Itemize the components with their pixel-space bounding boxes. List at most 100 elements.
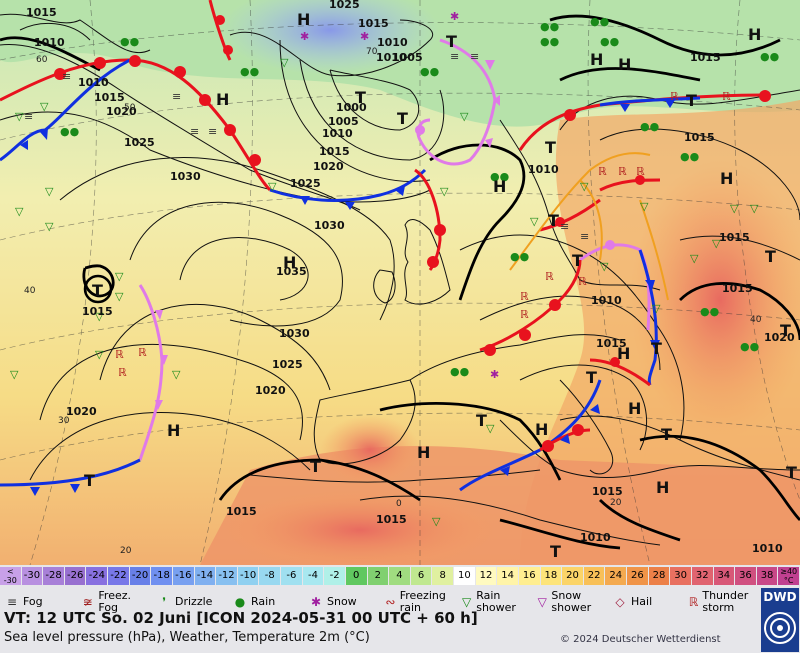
svg-text:▽: ▽	[115, 290, 124, 303]
low-center: T	[586, 368, 597, 387]
temperature-scale-cell: 6	[410, 567, 432, 585]
latitude-label: 40	[750, 315, 762, 325]
svg-text:▽: ▽	[580, 180, 589, 193]
svg-text:●●: ●●	[740, 340, 759, 353]
low-center: T	[446, 32, 457, 51]
weather-legend-item: ▽ Snow shower	[536, 589, 608, 615]
weather-legend-label: Thunder storm	[702, 589, 749, 614]
rain-icon: ●	[234, 595, 246, 609]
svg-text:●●: ●●	[640, 120, 659, 133]
svg-text:≡: ≡	[190, 125, 199, 138]
temperature-scale-cell: 2	[367, 567, 389, 585]
weather-legend-label: Rain	[251, 595, 276, 608]
isobar-label: 1010	[34, 36, 65, 49]
latitude-label: 70	[366, 47, 378, 57]
isobar-label: 1010	[591, 294, 622, 307]
pressure-center-layer: H H H H H H H H H H H H H H T T T T T T …	[84, 10, 797, 561]
freezing-fog-icon: ≆	[82, 595, 93, 609]
svg-text:ℝ: ℝ	[578, 275, 587, 288]
svg-text:●●: ●●	[450, 365, 469, 378]
isobar-label: 1010	[377, 36, 408, 49]
svg-text:▽: ▽	[15, 205, 24, 218]
isobar-label: 1020	[66, 405, 97, 418]
svg-text:≡: ≡	[560, 220, 569, 233]
dwd-logo-text: DWD	[763, 590, 797, 604]
isobar-label: 1010	[752, 542, 783, 555]
high-center: H	[720, 169, 733, 188]
snow-shower-icon: ▽	[537, 595, 547, 609]
svg-text:●●: ●●	[120, 35, 139, 48]
trough-3	[579, 179, 603, 261]
weather-legend-label: Drizzle	[175, 595, 213, 608]
warm-front-baltic	[599, 178, 661, 192]
temperature-scale-cell: 32	[691, 567, 713, 585]
isobar-label: 1025	[290, 177, 321, 190]
svg-text:▽: ▽	[280, 56, 289, 69]
svg-text:ℝ: ℝ	[545, 270, 554, 283]
isobar-label: 1015	[358, 17, 389, 30]
svg-text:●●: ●●	[540, 35, 559, 48]
isobar-label: 1010	[376, 51, 407, 64]
weather-legend-label: Freez. Fog	[98, 589, 132, 614]
cold-front-southwest	[0, 458, 141, 487]
svg-text:●●: ●●	[240, 65, 259, 78]
temperature-scale-cell: -30	[21, 567, 43, 585]
rain-shower-icon: ▽	[462, 595, 472, 609]
isobar-label: 1030	[279, 327, 310, 340]
isobar-label: 1030	[314, 219, 345, 232]
low-center: T	[765, 247, 776, 266]
temperature-scale-cell: ≥40 °C	[778, 567, 799, 585]
weather-legend-label: Snow	[327, 595, 357, 608]
isobar-label: 1030	[170, 170, 201, 183]
high-center: H	[283, 253, 296, 272]
isobar-label: 1010	[580, 531, 611, 544]
temperature-scale-cell: 4	[389, 567, 410, 585]
latitude-label-layer: 60 50 40 40 30 20 20 0 70	[24, 47, 762, 556]
high-center: H	[590, 50, 603, 69]
isobar-label: 1000	[336, 101, 367, 114]
svg-text:ℝ: ℝ	[722, 90, 731, 103]
svg-text:●●: ●●	[590, 15, 609, 28]
svg-text:≡: ≡	[208, 125, 217, 138]
svg-text:▽: ▽	[730, 202, 739, 215]
weather-legend-item: ≆ Freez. Fog	[80, 589, 152, 615]
high-center: H	[628, 399, 641, 418]
svg-text:ℝ: ℝ	[138, 346, 147, 359]
low-center: T	[686, 91, 697, 110]
cold-front-west	[0, 58, 131, 162]
svg-text:≡: ≡	[470, 50, 479, 63]
svg-text:▽: ▽	[95, 348, 104, 361]
temperature-scale-cell: 22	[583, 567, 605, 585]
trough-2	[639, 199, 669, 301]
isobar-label: 1015	[94, 91, 125, 104]
latitude-label: 40	[24, 286, 36, 296]
svg-text:▽: ▽	[15, 110, 24, 123]
svg-text:●●: ●●	[760, 50, 779, 63]
temperature-scale-cell: 38	[756, 567, 778, 585]
cold-core	[220, 0, 440, 75]
temperature-scale-cell: 34	[713, 567, 735, 585]
low-center: T	[92, 281, 103, 300]
temperature-scale-cell: -28	[43, 567, 64, 585]
temperature-scale-cell: 14	[497, 567, 518, 585]
weather-legend-item: ℝ Thunder storm	[688, 589, 760, 615]
warm-front-denmark	[539, 198, 601, 232]
svg-text:●●: ●●	[60, 125, 79, 138]
latitude-label: 50	[124, 103, 136, 113]
temperature-scale-cell: -18	[151, 567, 172, 585]
low-center: T	[550, 542, 561, 561]
svg-text:▽: ▽	[45, 185, 54, 198]
temperature-scale-cell: 24	[605, 567, 626, 585]
weather-map: ▽ ▽ ▽ ▽ ▽ ▽ ▽ ▽ ▽ ▽ ▽ ℝ ℝ ℝ ▽ ▽ ℝ ℝ ℝ ℝ …	[0, 0, 800, 565]
high-center: H	[216, 90, 229, 109]
temperature-scale-cell: -20	[129, 567, 151, 585]
isobar-label: 1015	[684, 131, 715, 144]
svg-text:ℝ: ℝ	[598, 165, 607, 178]
temperature-scale-cell: -14	[194, 567, 216, 585]
svg-text:▽: ▽	[486, 422, 495, 435]
weather-legend-item: ✱ Snow	[308, 589, 380, 615]
svg-text:▽: ▽	[640, 200, 649, 213]
svg-text:✱: ✱	[450, 10, 459, 23]
temperature-scale-cell: 36	[735, 567, 756, 585]
svg-text:▽: ▽	[45, 220, 54, 233]
